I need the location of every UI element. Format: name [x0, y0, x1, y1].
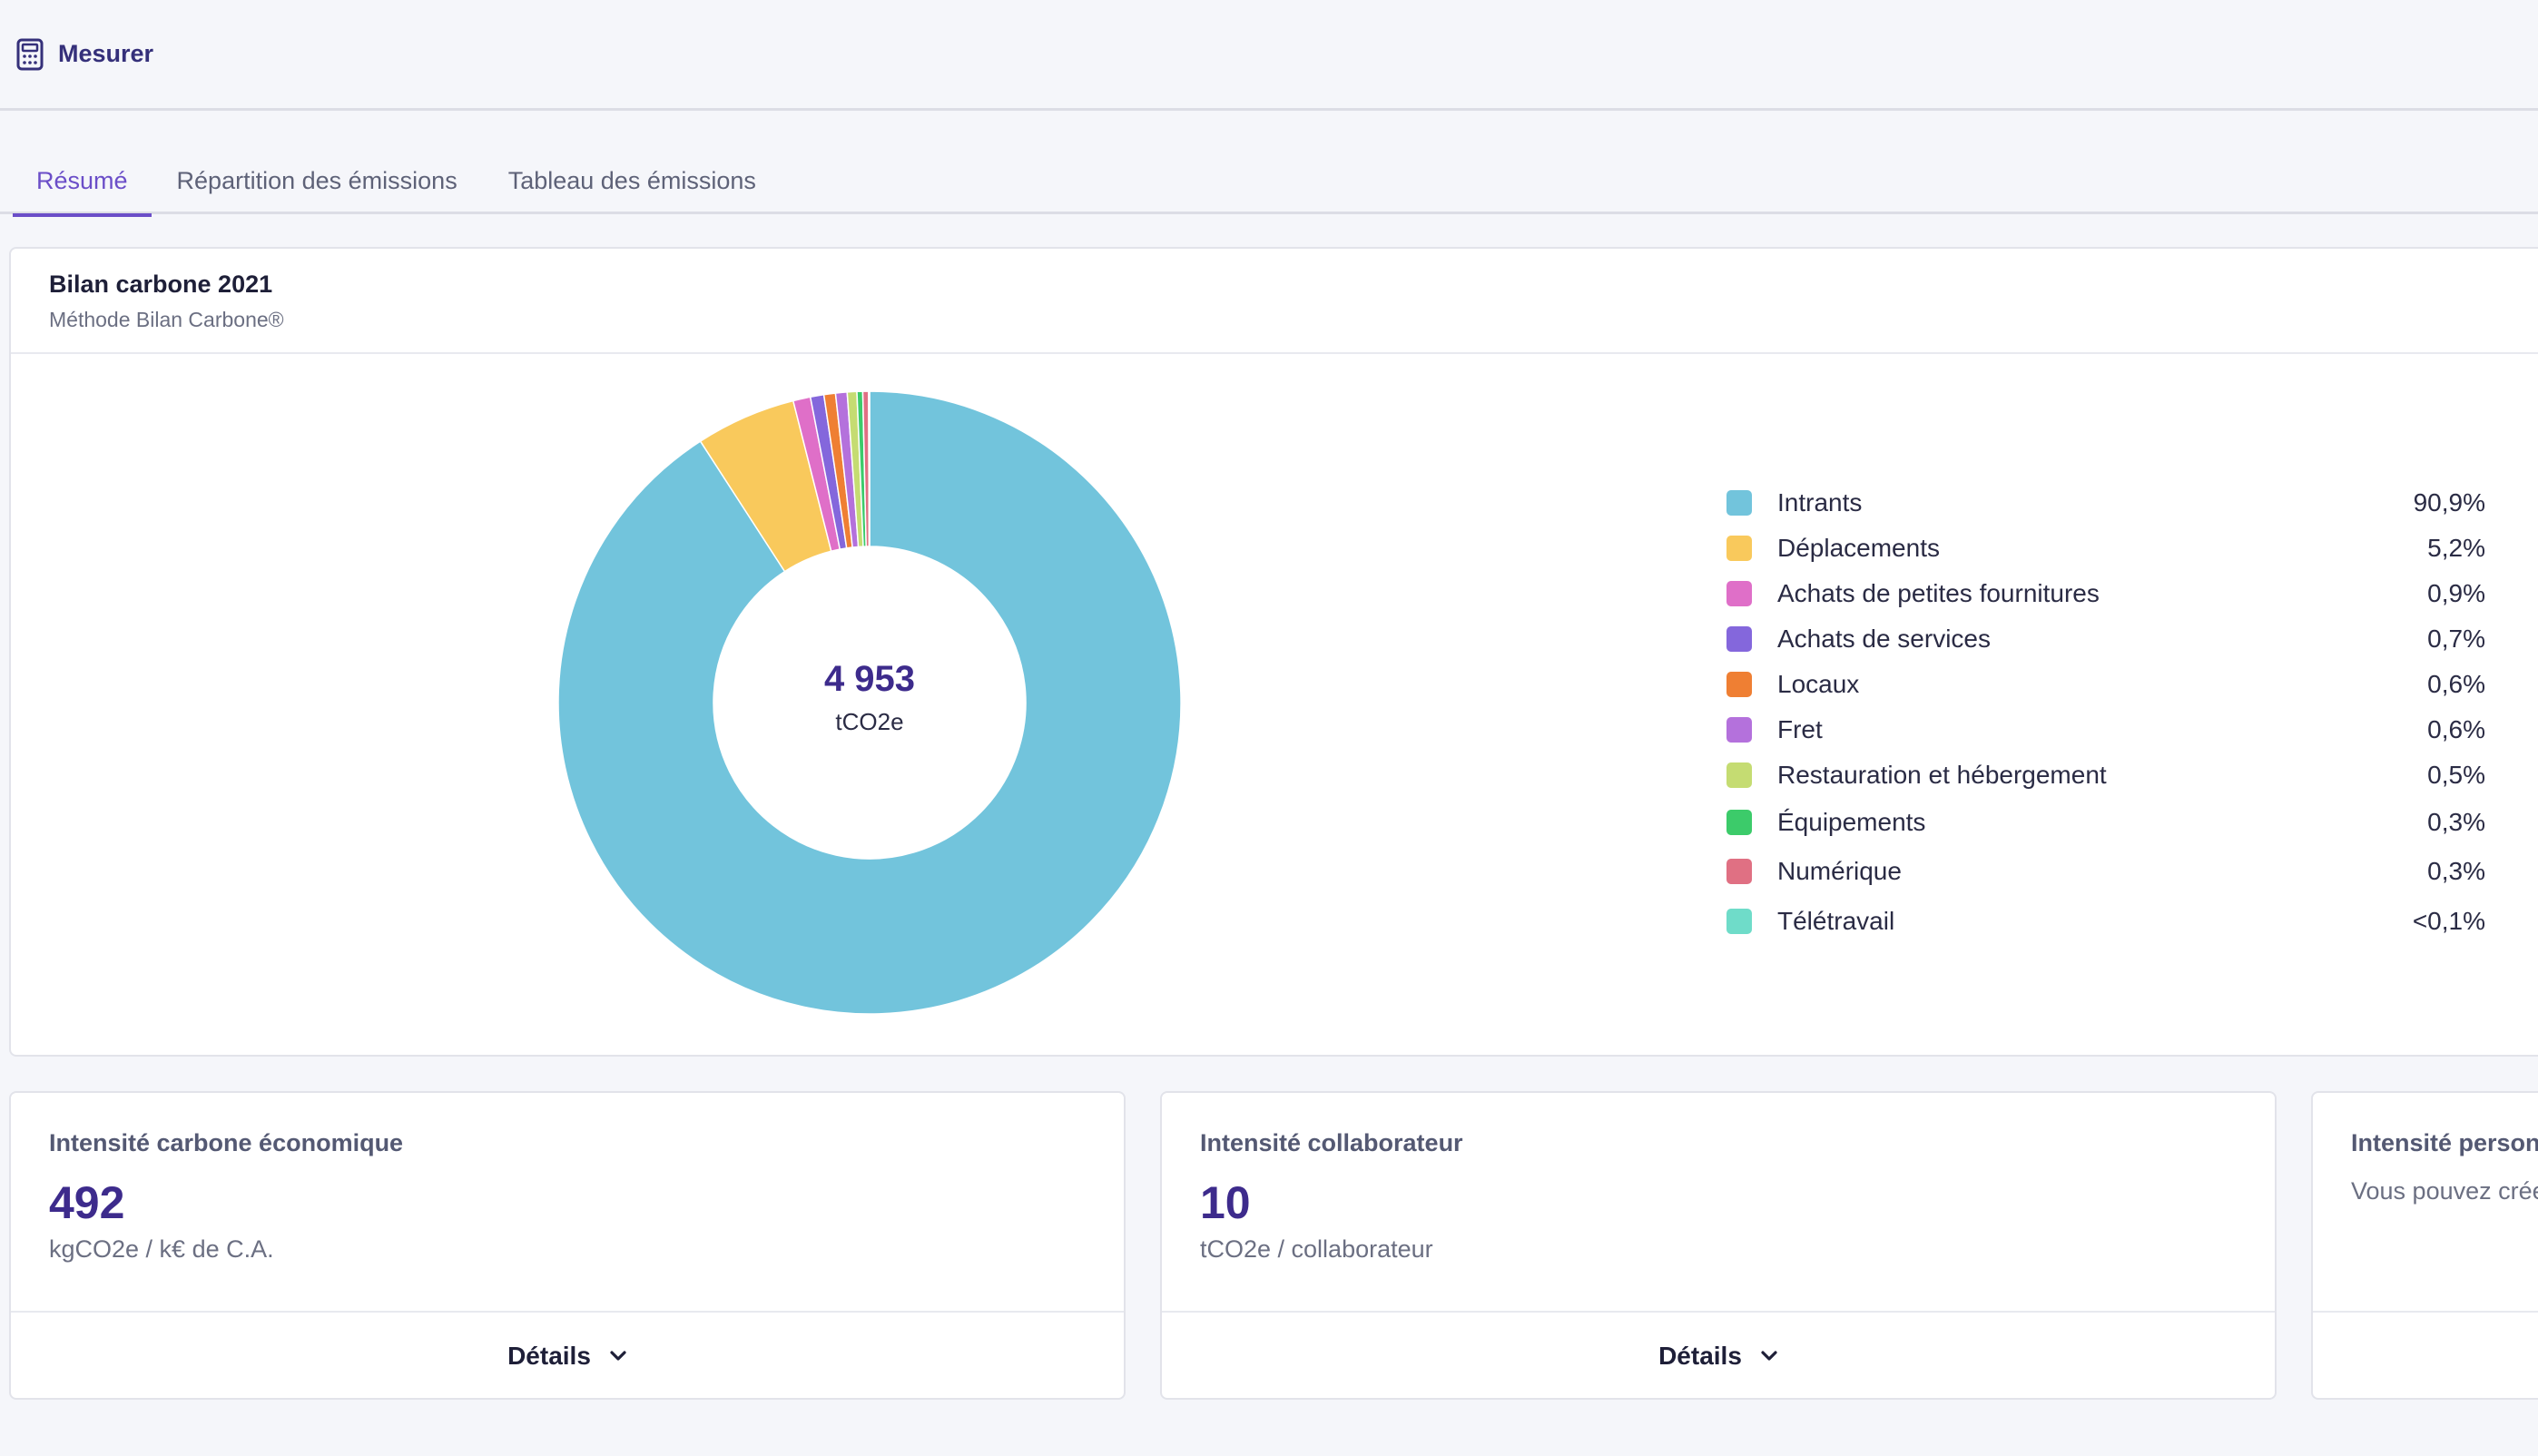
legend-item[interactable]: Restauration et hébergement 0,5% — [1726, 753, 2485, 798]
legend-item[interactable]: Numérique 0,3% — [1726, 847, 2485, 896]
legend-swatch — [1726, 581, 1752, 606]
legend-value: 0,3% — [2427, 857, 2485, 885]
legend-swatch — [1726, 626, 1752, 652]
chevron-down-icon — [610, 1351, 626, 1361]
legend-label: Télétravail — [1777, 907, 1895, 935]
legend-value: 90,9% — [2413, 488, 2485, 516]
donut-slice-9[interactable] — [868, 390, 871, 547]
total-emissions-value: 4 953 — [823, 659, 916, 699]
tab-label: Tableau des émissions — [507, 167, 756, 194]
legend-item[interactable]: Intrants 90,9% — [1726, 480, 2485, 526]
legend-item[interactable]: Déplacements 5,2% — [1726, 526, 2485, 571]
stat-title: Intensité personnalisée — [2351, 1129, 2538, 1156]
legend-value: 0,6% — [2427, 715, 2485, 743]
carbon-summary-card: Bilan carbone 2021 Méthode Bilan Carbone… — [9, 247, 2538, 1057]
tab-bar: Résumé Répartition des émissions Tableau… — [0, 145, 2538, 217]
page-title: Mesurer — [58, 40, 154, 67]
stat-body: Intensité personnalisée Vous pouvez crée… — [2313, 1093, 2538, 1313]
legend-label: Fret — [1777, 715, 1823, 743]
card-subtitle: Méthode Bilan Carbone® — [49, 308, 284, 331]
stat-card-collaborator: Intensité collaborateur 10 tCO2e / colla… — [1160, 1091, 2277, 1400]
stat-unit: tCO2e / collaborateur — [1200, 1235, 1433, 1263]
stat-card-custom: Intensité personnalisée Vous pouvez crée… — [2311, 1091, 2538, 1400]
legend-swatch — [1726, 717, 1752, 743]
legend-label: Achats de petites fournitures — [1777, 579, 2100, 607]
card-header: Bilan carbone 2021 Méthode Bilan Carbone… — [11, 249, 2538, 354]
stat-body: Intensité collaborateur 10 tCO2e / colla… — [1162, 1093, 2275, 1313]
details-button[interactable]: Détails — [1162, 1313, 2275, 1398]
details-label: Détails — [507, 1342, 591, 1370]
stat-title: Intensité collaborateur — [1200, 1129, 1463, 1156]
calculator-icon — [16, 38, 44, 70]
stat-value: 10 — [1200, 1177, 1251, 1228]
legend-label: Numérique — [1777, 857, 1902, 885]
tab-resume[interactable]: Résumé — [13, 145, 152, 217]
donut-slice-0[interactable] — [557, 390, 1182, 1015]
legend-label: Équipements — [1777, 808, 1926, 836]
legend-swatch — [1726, 810, 1752, 835]
stat-description: Vous pouvez créer votre propre indicateu… — [2351, 1177, 2538, 1205]
legend-swatch — [1726, 762, 1752, 788]
legend-value: 0,3% — [2427, 808, 2485, 836]
legend-value: 0,9% — [2427, 579, 2485, 607]
legend-value: 0,5% — [2427, 761, 2485, 789]
legend-swatch — [1726, 490, 1752, 516]
tab-repartition[interactable]: Répartition des émissions — [152, 145, 483, 214]
stat-title: Intensité carbone économique — [49, 1129, 404, 1156]
stat-body: Intensité carbone économique 492 kgCO2e … — [11, 1093, 1124, 1313]
legend-value: 5,2% — [2427, 534, 2485, 562]
donut-chart: 4 953 tCO2e — [552, 385, 1187, 1020]
tab-label: Répartition des émissions — [176, 167, 457, 194]
card-title: Bilan carbone 2021 — [49, 271, 273, 298]
legend-label: Déplacements — [1777, 534, 1940, 562]
chevron-down-icon — [1761, 1351, 1777, 1361]
details-button[interactable]: Détails — [11, 1313, 1124, 1398]
legend-label: Achats de services — [1777, 625, 1991, 653]
stat-unit: kgCO2e / k€ de C.A. — [49, 1235, 274, 1263]
chart-legend: Intrants 90,9% Déplacements 5,2% Achats de p… — [1726, 480, 2485, 947]
legend-item[interactable]: Achats de petites fournitures 0,9% — [1726, 571, 2485, 616]
legend-swatch — [1726, 909, 1752, 934]
donut-chart-svg — [557, 390, 1182, 1015]
legend-item[interactable]: Locaux 0,6% — [1726, 662, 2485, 707]
page-header: Mesurer — [0, 0, 2538, 111]
tab-label: Résumé — [36, 167, 128, 194]
legend-label: Restauration et hébergement — [1777, 761, 2107, 789]
tab-tableau[interactable]: Tableau des émissions — [483, 145, 782, 214]
legend-label: Locaux — [1777, 670, 1860, 698]
legend-item[interactable]: Achats de services 0,7% — [1726, 616, 2485, 662]
legend-swatch — [1726, 859, 1752, 884]
stat-card-economic: Intensité carbone économique 492 kgCO2e … — [9, 1091, 1126, 1400]
legend-item[interactable]: Équipements 0,3% — [1726, 798, 2485, 847]
legend-value: <0,1% — [2412, 907, 2485, 935]
legend-value: 0,6% — [2427, 670, 2485, 698]
legend-value: 0,7% — [2427, 625, 2485, 653]
details-label: Détails — [1658, 1342, 1742, 1370]
legend-swatch — [1726, 672, 1752, 697]
total-emissions-unit: tCO2e — [835, 708, 904, 735]
stat-value: 492 — [49, 1177, 125, 1228]
legend-item[interactable]: Télétravail <0,1% — [1726, 896, 2485, 947]
legend-label: Intrants — [1777, 488, 1863, 516]
legend-swatch — [1726, 536, 1752, 561]
legend-item[interactable]: Fret 0,6% — [1726, 707, 2485, 753]
